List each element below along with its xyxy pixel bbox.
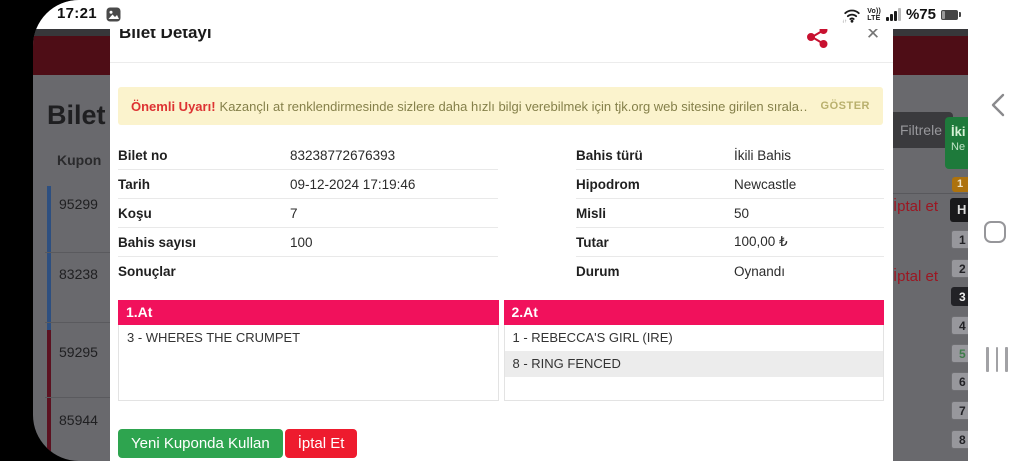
page-title: Bilet bbox=[47, 100, 106, 130]
coupon-accent-bar-blue bbox=[47, 186, 51, 330]
clock: 17:21 bbox=[57, 5, 97, 22]
warning-banner: Önemli Uyarı! Kazançlı at renklendirmesi… bbox=[118, 87, 883, 125]
details-right-table: Bahis türü İkili Bahis Hipodrom Newcastl… bbox=[576, 141, 884, 285]
battery-icon bbox=[941, 9, 961, 20]
modal-actions: Yeni Kuponda Kullan İptal Et bbox=[118, 429, 358, 458]
horse-column-1-body: 3 - WHERES THE CRUMPET bbox=[118, 325, 499, 401]
details-left-table: Bilet no 83238772676393 Tarih 09-12-2024… bbox=[118, 141, 498, 285]
coupon-number: 95299 bbox=[59, 196, 98, 212]
horse-number-chip: 5 bbox=[951, 344, 968, 363]
horse-column-1: 1.At 3 - WHERES THE CRUMPET bbox=[118, 300, 499, 401]
horse-number-chip: 4 bbox=[951, 316, 968, 335]
detail-row-misli: Misli 50 bbox=[576, 199, 884, 228]
battery-percent: %75 bbox=[905, 6, 936, 23]
detail-row-sonuclar: Sonuçlar bbox=[118, 263, 176, 279]
home-button-icon[interactable] bbox=[984, 221, 1006, 243]
iptal-et-button[interactable]: İptal Et bbox=[284, 429, 358, 458]
horse-column-1-header: 1.At bbox=[118, 300, 499, 325]
detail-row-durum: Durum Oynandı bbox=[576, 263, 786, 279]
horse-number-chip: 8 bbox=[951, 430, 968, 449]
svg-text:↓↑: ↓↑ bbox=[842, 18, 847, 23]
h-chip: H bbox=[950, 198, 968, 222]
wifi-icon: ↓↑ bbox=[842, 9, 860, 23]
kupon-column-header: Kupon bbox=[57, 152, 102, 168]
row-divider bbox=[45, 322, 111, 323]
horse-number-chip: 7 bbox=[951, 401, 968, 420]
recent-apps-icon[interactable] bbox=[986, 347, 1008, 372]
warning-text: Kazançlı at renklendirmesinde sizlere da… bbox=[219, 98, 807, 114]
race-info-box: İki Ne bbox=[945, 117, 968, 169]
horse-column-2-header: 2.At bbox=[503, 300, 884, 325]
back-chevron-icon[interactable] bbox=[988, 92, 1008, 123]
ticket-details: Bilet no 83238772676393 Tarih 09-12-2024… bbox=[118, 141, 884, 285]
horse-number-chip: 3 bbox=[951, 287, 968, 306]
warning-title: Önemli Uyarı! bbox=[131, 98, 216, 114]
horse-row: 8 - RING FENCED bbox=[504, 351, 883, 377]
navigation-bar bbox=[968, 0, 1024, 461]
status-icons: ↓↑ Vo)) LTE %75 bbox=[842, 4, 961, 25]
horse-row: 3 - WHERES THE CRUMPET bbox=[127, 330, 301, 345]
signal-strength-icon bbox=[886, 8, 901, 21]
detail-row-hipodrom: Hipodrom Newcastle bbox=[576, 170, 884, 199]
race-hippodrome: Ne bbox=[951, 141, 966, 154]
detail-row-tarih: Tarih 09-12-2024 17:19:46 bbox=[118, 170, 498, 199]
status-bar: 17:21 ↓↑ bbox=[33, 0, 968, 29]
horse-number-chip: 1 bbox=[951, 230, 968, 249]
coupon-number: 59295 bbox=[59, 344, 98, 360]
race-number-chip: 1 bbox=[952, 177, 968, 192]
horse-number-chip: 6 bbox=[951, 372, 968, 391]
detail-row-kosu: Koşu 7 bbox=[118, 199, 498, 228]
goster-button[interactable]: GÖSTER bbox=[820, 100, 870, 112]
app-window: Bilet Kupon 95299 83238 59295 85944 Filt… bbox=[33, 0, 968, 461]
filtrele-button: Filtrele bbox=[889, 112, 953, 148]
iptal-et-link: İptal et bbox=[893, 198, 939, 215]
detail-row-tutar: Tutar 100,00 ₺ bbox=[576, 228, 884, 257]
detail-row-bahis-sayisi: Bahis sayısı 100 bbox=[118, 228, 498, 257]
row-divider bbox=[45, 397, 111, 398]
bilet-detayi-modal: Bilet Detayı ✕ Önemli Uyarı! bbox=[110, 6, 893, 461]
coupon-number: 85944 bbox=[59, 412, 98, 428]
coupon-accent-bar-red bbox=[47, 330, 51, 461]
horse-selection-table: 1.At 3 - WHERES THE CRUMPET 2.At 1 - REB… bbox=[118, 300, 884, 401]
image-notification-icon bbox=[106, 7, 121, 27]
race-bet-type: İki bbox=[951, 124, 966, 139]
yeni-kuponda-kullan-button[interactable]: Yeni Kuponda Kullan bbox=[118, 429, 283, 458]
coupon-number: 83238 bbox=[59, 266, 98, 282]
volte-icon: Vo)) LTE bbox=[867, 7, 882, 22]
detail-row-bilet-no: Bilet no 83238772676393 bbox=[118, 141, 498, 170]
horse-column-2: 2.At 1 - REBECCA'S GIRL (IRE) 8 - RING F… bbox=[503, 300, 884, 401]
iptal-et-link: İptal et bbox=[893, 268, 939, 285]
horse-number-chip: 2 bbox=[951, 259, 968, 278]
row-divider bbox=[45, 252, 111, 253]
detail-row-bahis-turu: Bahis türü İkili Bahis bbox=[576, 141, 884, 170]
row-divider bbox=[878, 193, 968, 194]
horse-row: 1 - REBECCA'S GIRL (IRE) bbox=[512, 330, 673, 345]
horse-column-2-body: 1 - REBECCA'S GIRL (IRE) 8 - RING FENCED bbox=[503, 325, 884, 401]
